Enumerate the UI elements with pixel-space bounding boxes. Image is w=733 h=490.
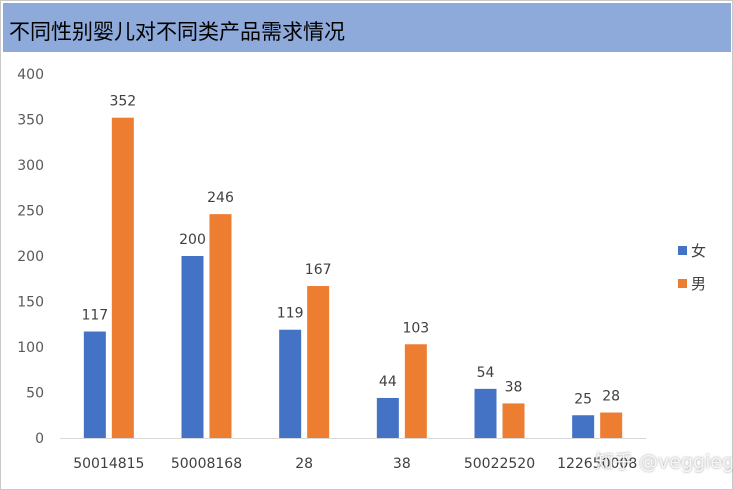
y-tick-label: 250 (17, 204, 44, 220)
data-label: 44 (379, 374, 397, 390)
x-tick-label: 50008168 (171, 456, 242, 472)
legend-swatch (678, 246, 687, 255)
x-tick-label: 50022520 (464, 456, 535, 472)
chart-title: 不同性别婴儿对不同类产品需求情况 (9, 20, 345, 44)
data-label: 352 (109, 94, 136, 110)
bar (209, 214, 232, 438)
bar (376, 397, 399, 438)
y-tick-label: 200 (17, 249, 44, 265)
y-tick-label: 400 (17, 67, 44, 83)
x-tick-label: 28 (295, 456, 313, 472)
legend-label: 女 (691, 242, 706, 260)
bar (502, 403, 525, 438)
data-label: 54 (477, 365, 495, 381)
bar (83, 331, 106, 438)
y-tick-label: 150 (17, 295, 44, 311)
data-label: 25 (574, 391, 592, 407)
x-tick-label: 122650008 (557, 456, 637, 472)
y-tick-label: 50 (26, 386, 44, 402)
bar (572, 415, 595, 438)
x-tick-label: 38 (393, 456, 411, 472)
bar (474, 388, 497, 438)
bar (279, 329, 302, 438)
legend-swatch (678, 279, 687, 288)
bar (181, 256, 204, 438)
data-label: 103 (402, 320, 429, 336)
data-label: 167 (305, 262, 332, 278)
bar (111, 117, 134, 439)
legend-label: 男 (691, 275, 706, 293)
title-bar: 不同性别婴儿对不同类产品需求情况 (3, 3, 731, 52)
y-tick-label: 300 (17, 158, 44, 174)
data-label: 200 (179, 232, 206, 248)
bar (600, 412, 623, 438)
data-label: 28 (602, 389, 620, 405)
x-tick-label: 50014815 (73, 456, 144, 472)
watermark: 知乎 @veggieg (595, 451, 733, 473)
data-label: 246 (207, 190, 234, 206)
y-tick-label: 100 (17, 340, 44, 356)
data-label: 119 (277, 306, 304, 322)
bar (404, 344, 427, 438)
y-tick-label: 0 (35, 431, 44, 447)
data-label: 117 (81, 308, 108, 324)
bar (307, 286, 330, 438)
y-tick-label: 350 (17, 113, 44, 129)
data-label: 38 (505, 379, 523, 395)
